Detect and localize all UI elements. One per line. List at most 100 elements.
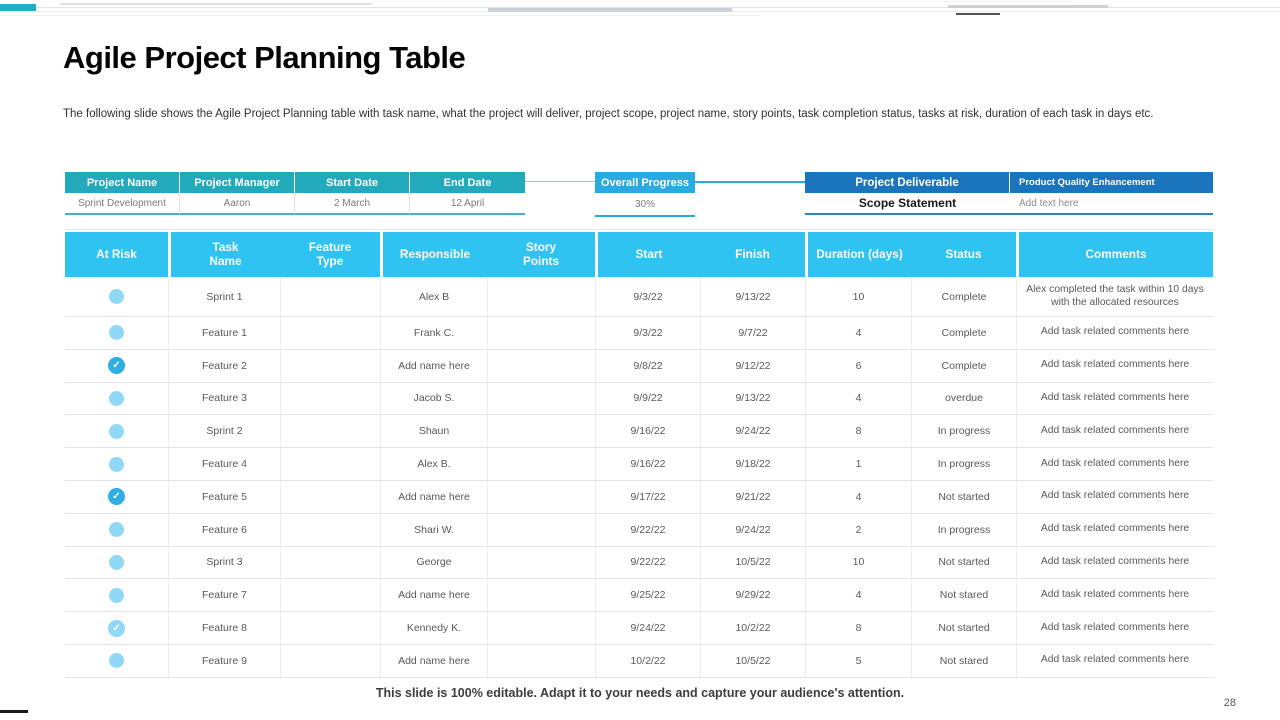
cell-status: In progress	[911, 415, 1016, 448]
cell-story_points	[487, 382, 595, 415]
cell-start: 9/25/22	[595, 579, 700, 612]
column-header-duration-days: Duration (days)	[805, 232, 911, 277]
cell-start: 9/9/22	[595, 382, 700, 415]
cell-feature_type	[280, 415, 380, 448]
page-number: 28	[1223, 697, 1236, 709]
cell-responsible: Alex B	[380, 277, 487, 316]
cell-duration: 5	[805, 644, 911, 677]
cell-task: Sprint 2	[168, 415, 280, 448]
column-header-task-name: Task Name	[168, 232, 280, 277]
cell-start: 9/3/22	[595, 317, 700, 349]
cell-finish: 10/5/22	[700, 546, 805, 579]
table-row: Feature 1 Frank C. 9/3/22 9/7/22 4 Complete Ad…	[65, 317, 1213, 350]
cell-start: 9/16/22	[595, 415, 700, 448]
risk-check-icon: ✓	[108, 488, 125, 506]
at-risk-cell	[65, 645, 168, 677]
decor-line	[372, 1, 1072, 2]
task-table-header: At Risk Task Name Feature Type Responsible S…	[65, 232, 1213, 277]
cell-comments: Add task related comments here	[1016, 382, 1213, 415]
cell-task: Feature 6	[168, 513, 280, 546]
project-info-table: Project Name Project Manager Start Date …	[65, 172, 525, 215]
at-risk-cell: ✓	[65, 481, 168, 513]
project-deliverable-label: Project Deliverable	[805, 172, 1010, 193]
project-info-header: End Date	[410, 172, 525, 193]
page-title: Agile Project Planning Table	[63, 40, 466, 75]
cell-comments: Add task related comments here	[1016, 480, 1213, 513]
column-header-at-risk: At Risk	[65, 232, 168, 277]
cell-duration: 8	[805, 415, 911, 448]
table-top-hairline	[65, 229, 1213, 230]
cell-task: Feature 4	[168, 448, 280, 480]
risk-dot-icon	[109, 456, 124, 472]
table-row: Feature 4 Alex B. 9/16/22 9/18/22 1 In progre…	[65, 448, 1213, 481]
cell-finish: 9/24/22	[700, 513, 805, 546]
cell-finish: 9/7/22	[700, 317, 805, 349]
cell-finish: 9/24/22	[700, 415, 805, 448]
table-row: ✓ Feature 2 Add name here 9/8/22 9/12/22 6 Com…	[65, 349, 1213, 383]
at-risk-cell	[65, 514, 168, 546]
at-risk-cell: ✓	[65, 612, 168, 644]
cell-responsible: Alex B.	[380, 448, 487, 480]
risk-check-icon: ✓	[108, 619, 125, 637]
cell-responsible: Jacob S.	[380, 382, 487, 415]
cell-comments: Add task related comments here	[1016, 448, 1213, 480]
cell-duration: 4	[805, 579, 911, 612]
cell-feature_type	[280, 579, 380, 612]
table-row: Feature 6 Shari W. 9/22/22 9/24/22 2 In progr…	[65, 513, 1213, 547]
cell-duration: 4	[805, 317, 911, 349]
cell-finish: 10/5/22	[700, 644, 805, 677]
decor-teal-dash	[0, 4, 36, 11]
cell-story_points	[487, 644, 595, 677]
cell-story_points	[487, 546, 595, 579]
task-table-body: Sprint 1 Alex B 9/3/22 9/13/22 10 Complete Ale…	[65, 277, 1213, 678]
decor-dark-dash	[956, 13, 1000, 15]
cell-duration: 6	[805, 349, 911, 382]
column-header-comments: Comments	[1016, 232, 1213, 277]
cell-duration: 10	[805, 277, 911, 316]
bottom-decoration	[0, 710, 28, 713]
decor-line	[36, 7, 1280, 8]
project-info-value: 12 April	[410, 193, 525, 215]
cell-story_points	[487, 448, 595, 480]
column-header-finish: Finish	[700, 232, 805, 277]
cell-feature_type	[280, 382, 380, 415]
cell-task: Feature 8	[168, 612, 280, 644]
cell-story_points	[487, 317, 595, 349]
at-risk-cell	[65, 383, 168, 415]
table-row: ✓ Feature 5 Add name here 9/17/22 9/21/22 4 No…	[65, 480, 1213, 514]
cell-story_points	[487, 277, 595, 316]
risk-dot-icon	[109, 325, 124, 341]
cell-feature_type	[280, 277, 380, 316]
project-info-value: Aaron	[180, 193, 295, 215]
cell-duration: 10	[805, 546, 911, 579]
cell-story_points	[487, 513, 595, 546]
cell-responsible: Shaun	[380, 415, 487, 448]
project-info-header: Project Name	[65, 172, 180, 193]
overall-progress-value: 30%	[595, 193, 695, 217]
cell-task: Feature 1	[168, 317, 280, 349]
cell-feature_type	[280, 513, 380, 546]
cell-start: 9/24/22	[595, 612, 700, 644]
project-info-header: Project Manager	[180, 172, 295, 193]
table-row: Feature 3 Jacob S. 9/9/22 9/13/22 4 overdue Ad…	[65, 382, 1213, 416]
column-header-status: Status	[911, 232, 1016, 277]
cell-finish: 9/21/22	[700, 480, 805, 513]
cell-status: Complete	[911, 349, 1016, 382]
cell-status: In progress	[911, 448, 1016, 480]
cell-finish: 9/18/22	[700, 448, 805, 480]
cell-start: 9/16/22	[595, 448, 700, 480]
cell-comments: Add task related comments here	[1016, 579, 1213, 612]
cell-finish: 9/29/22	[700, 579, 805, 612]
cell-responsible: Add name here	[380, 480, 487, 513]
cell-feature_type	[280, 644, 380, 677]
cell-start: 9/3/22	[595, 277, 700, 316]
cell-feature_type	[280, 612, 380, 644]
scope-statement-value: Add text here	[1010, 193, 1213, 215]
table-row: Sprint 3 George 9/22/22 10/5/22 10 Not starte…	[65, 546, 1213, 580]
cell-story_points	[487, 612, 595, 644]
page-subtitle: The following slide shows the Agile Proj…	[63, 108, 1154, 120]
cell-start: 9/22/22	[595, 513, 700, 546]
cell-start: 9/8/22	[595, 349, 700, 382]
decor-line	[0, 15, 760, 16]
